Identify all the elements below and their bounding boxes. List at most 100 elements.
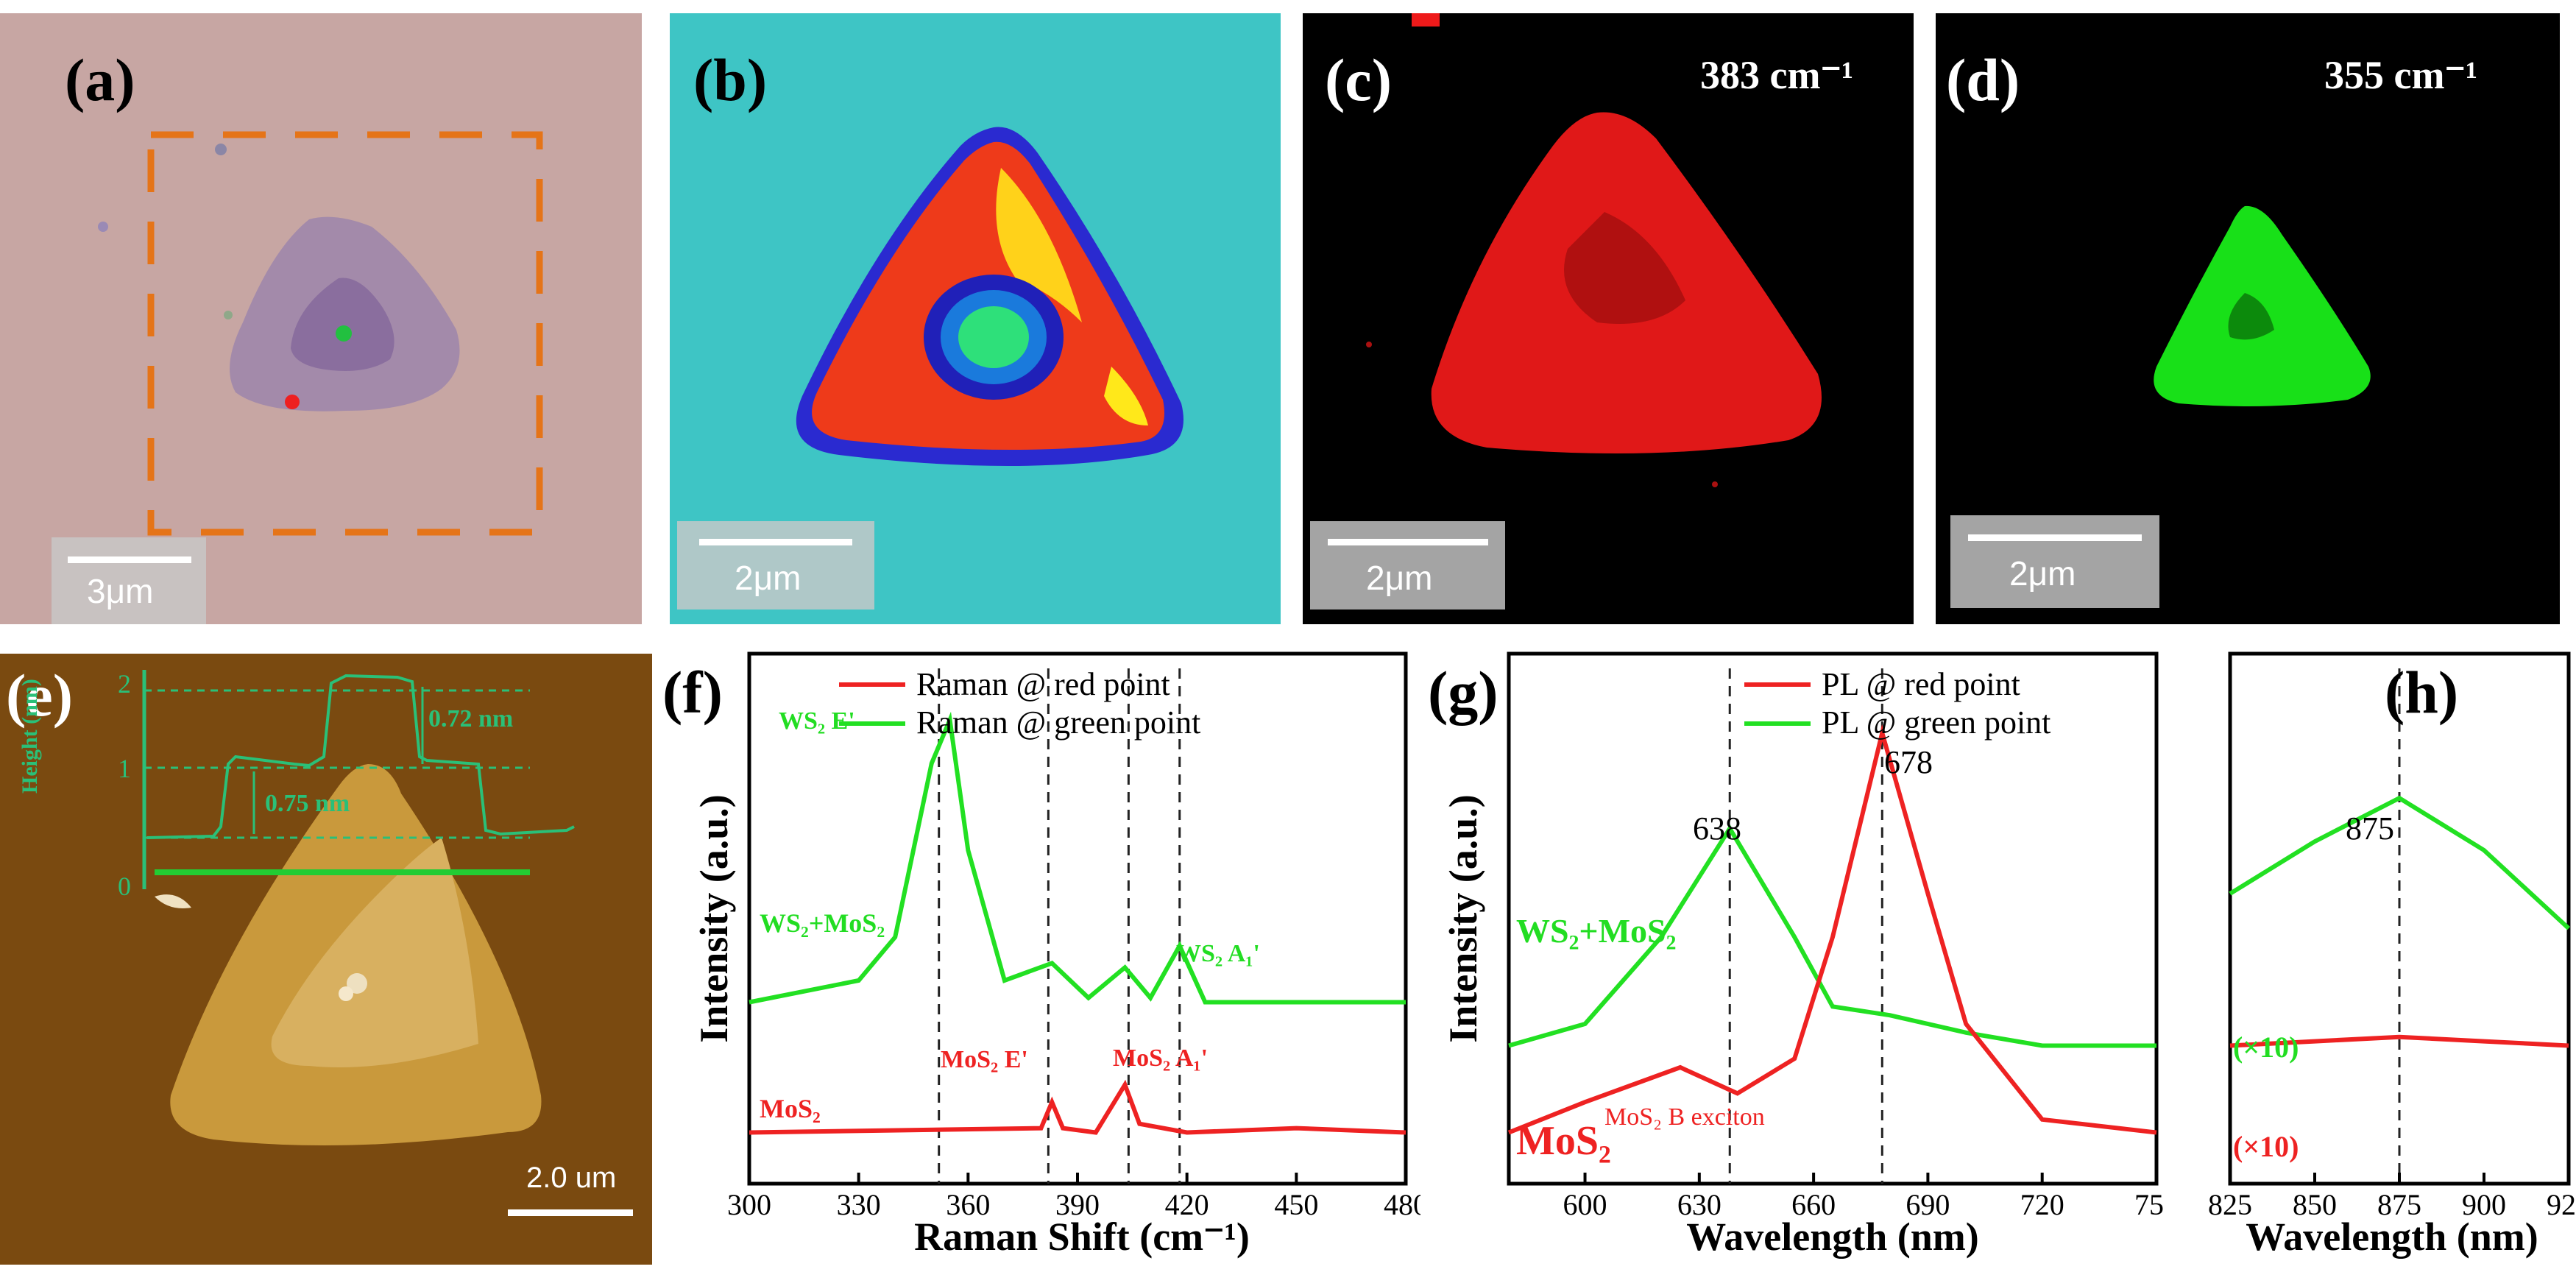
scale-bar-box bbox=[677, 521, 874, 610]
annotation-ws2-a1: WS₂ A₁' bbox=[1176, 940, 1260, 967]
legend-label: PL @ green point bbox=[1822, 704, 2050, 741]
x-tick-label: 600 bbox=[1563, 1188, 1607, 1221]
scale-bar-box bbox=[1950, 515, 2159, 608]
inner-region bbox=[2228, 293, 2274, 340]
scale-bar bbox=[68, 556, 191, 563]
x-tick-label: 480 bbox=[1384, 1188, 1420, 1221]
panel-label: (b) bbox=[693, 46, 768, 113]
panel-label: (e) bbox=[6, 662, 74, 729]
panel-label: (f) bbox=[662, 659, 723, 726]
series-green-point bbox=[749, 711, 1406, 1005]
x-tick-label: 850 bbox=[2293, 1188, 2337, 1221]
hotspot bbox=[1104, 367, 1148, 425]
panel-label: (c) bbox=[1325, 46, 1393, 113]
annotation-ws2-mos2: WS₂+MoS₂ bbox=[1516, 912, 1676, 950]
wavenumber-label: 383 cm⁻¹ bbox=[1700, 53, 1854, 97]
annotation-mos2: MoS₂ bbox=[760, 1094, 821, 1123]
series-green bbox=[2229, 795, 2571, 930]
y-axis-title: Intensity (a.u.) bbox=[1441, 794, 1485, 1043]
x-tick-label: 720 bbox=[2020, 1188, 2064, 1221]
annotation-b-exciton: MoS₂ B exciton bbox=[1604, 1103, 1765, 1131]
raman-chart: 300 330 360 390 420 450 480 Raman @ red point … bbox=[692, 651, 1420, 1259]
x-tick-label: 875 bbox=[2377, 1188, 2421, 1221]
annotation-mos2-a1: MoS₂ A₁' bbox=[1113, 1045, 1208, 1072]
series-red bbox=[2229, 1034, 2569, 1048]
x-tick-label: 390 bbox=[1055, 1188, 1100, 1221]
legend-label: Raman @ red point bbox=[916, 666, 1170, 702]
scale-bar-label: 3μm bbox=[87, 572, 154, 610]
raman-map-355 bbox=[2154, 205, 2371, 406]
debris-dot bbox=[98, 222, 108, 232]
scan-area-box bbox=[147, 131, 543, 536]
x-tick-label: 360 bbox=[946, 1188, 990, 1221]
panel-h-nir-pl: 825 850 875 900 925 875 (×10) (×10) Waveleng… bbox=[2171, 639, 2576, 1272]
series-green-point bbox=[1508, 824, 2156, 1048]
legend-label: PL @ red point bbox=[1822, 666, 2020, 702]
scale-bar-label: 2μm bbox=[2009, 554, 2076, 593]
step-height-label: 0.72 nm bbox=[428, 705, 514, 732]
peak-label-875: 875 bbox=[2346, 810, 2394, 847]
annotation-mos2-e: MoS₂ E' bbox=[941, 1046, 1028, 1073]
x-tick-label: 750 bbox=[2134, 1188, 2164, 1221]
afm-image bbox=[142, 670, 633, 1216]
annotation-ws2-mos2: WS₂+MoS₂ bbox=[760, 908, 885, 938]
inner-region bbox=[1564, 212, 1685, 324]
panel-label: (h) bbox=[2385, 659, 2459, 726]
step-height-label: 0.75 nm bbox=[265, 790, 350, 817]
raman-intensity-map bbox=[796, 127, 1183, 466]
particle bbox=[155, 894, 191, 908]
x-tick-label: 420 bbox=[1165, 1188, 1209, 1221]
panel-d-355-map: (d) 355 cm⁻¹ 2μm bbox=[1936, 13, 2560, 624]
scale-bar bbox=[508, 1209, 633, 1216]
mos2-flake bbox=[271, 838, 478, 1067]
wavenumber-label: 355 cm⁻¹ bbox=[2324, 53, 2478, 97]
noise-dot bbox=[1712, 481, 1718, 487]
raman-map-383 bbox=[1366, 13, 1822, 487]
x-tick-label: 900 bbox=[2462, 1188, 2506, 1221]
peak-label-678: 678 bbox=[1884, 744, 1933, 780]
plot-frame bbox=[1507, 651, 2159, 1186]
x-tick-label: 450 bbox=[1274, 1188, 1318, 1221]
nir-chart: 825 850 875 900 925 875 (×10) (×10) Waveleng… bbox=[2208, 651, 2576, 1259]
y-axis-title: Intensity (a.u.) bbox=[692, 794, 736, 1043]
x-tick-label: 660 bbox=[1791, 1188, 1836, 1221]
x-axis-title: Wavelength (nm) bbox=[1686, 1215, 1979, 1259]
annotation-mos2: MoS₂ bbox=[1516, 1118, 1611, 1164]
annotation-ws2-e: WS₂ E' bbox=[779, 707, 855, 735]
height-profile bbox=[146, 674, 575, 839]
scale-bar-label: 2.0 um bbox=[526, 1162, 617, 1194]
scale-bar bbox=[1968, 534, 2142, 541]
x-tick-label: 300 bbox=[727, 1188, 771, 1221]
green-point-marker bbox=[336, 325, 352, 342]
scale-bar bbox=[699, 539, 852, 545]
panel-a-optical: (a) 3μm bbox=[0, 13, 642, 624]
x-axis-title: Wavelength (nm) bbox=[2246, 1215, 2538, 1259]
inset-tick: 1 bbox=[118, 754, 131, 783]
panel-c-383-map: (c) 383 cm⁻¹ 2μm bbox=[1303, 13, 1914, 624]
inset-ylabel: Height (nm) bbox=[18, 679, 42, 794]
pl-chart: 600 630 660 690 720 750 PL @ red point PL @ g… bbox=[1441, 651, 2164, 1259]
panel-label: (d) bbox=[1946, 46, 2020, 113]
series-red-point bbox=[1507, 724, 2157, 1135]
inset-tick: 2 bbox=[118, 669, 131, 699]
center-core bbox=[958, 306, 1029, 368]
panel-g-pl-spectra: 600 630 660 690 720 750 PL @ red point PL @ g… bbox=[1428, 639, 2164, 1272]
panel-label: (g) bbox=[1428, 659, 1498, 726]
panel-f-raman-spectra: 300 330 360 390 420 450 480 Raman @ red point … bbox=[662, 639, 1420, 1272]
series-red-point bbox=[749, 1079, 1406, 1135]
scale-bar-label: 2μm bbox=[1366, 559, 1433, 597]
x-tick-label: 825 bbox=[2208, 1188, 2252, 1221]
particle bbox=[347, 973, 367, 994]
annotation-x10-green: (×10) bbox=[2233, 1031, 2299, 1064]
panel-b-raman-map: (b) 2μm bbox=[670, 13, 1281, 624]
x-tick-label: 925 bbox=[2547, 1188, 2576, 1221]
annotation-x10-red: (×10) bbox=[2233, 1130, 2299, 1163]
particle bbox=[339, 986, 353, 1001]
scale-bar-box bbox=[1310, 521, 1505, 610]
x-axis-title: Raman Shift (cm⁻¹) bbox=[914, 1215, 1250, 1259]
noise-dot bbox=[1366, 342, 1372, 347]
panel-label: (a) bbox=[65, 46, 135, 113]
scale-bar bbox=[1328, 539, 1488, 545]
edge-artifact bbox=[1412, 13, 1440, 26]
panel-e-afm: (e) Height (nm) 2 1 0 0.72 nm 0.75 nm 2.… bbox=[0, 654, 652, 1265]
